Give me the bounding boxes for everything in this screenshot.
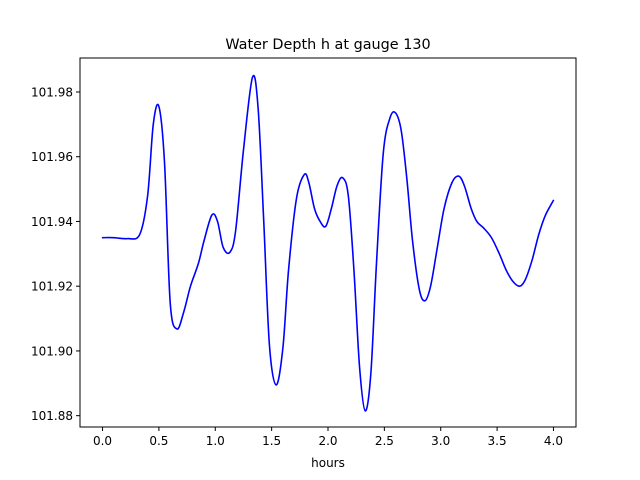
y-tick-label: 101.94 <box>31 215 73 229</box>
y-tick-label: 101.88 <box>31 409 73 423</box>
x-axis-ticks: 0.0 0.5 1.0 1.5 2.0 2.5 3.0 3.5 4.0 <box>93 427 563 448</box>
x-axis-label: hours <box>311 456 345 470</box>
y-tick-label: 101.98 <box>31 85 73 99</box>
x-tick-label: 1.5 <box>262 434 281 448</box>
x-tick-label: 0.0 <box>93 434 112 448</box>
y-tick-label: 101.90 <box>31 344 73 358</box>
x-tick-label: 2.5 <box>375 434 394 448</box>
x-tick-label: 3.0 <box>431 434 450 448</box>
series-layer <box>101 74 555 412</box>
y-axis-ticks: 101.88 101.90 101.92 101.94 101.96 101.98 <box>31 85 80 423</box>
chart-title: Water Depth h at gauge 130 <box>225 37 430 53</box>
x-tick-label: 3.5 <box>488 434 507 448</box>
x-tick-label: 1.0 <box>206 434 225 448</box>
y-tick-label: 101.92 <box>31 280 73 294</box>
x-tick-label: 2.0 <box>318 434 337 448</box>
series-line-0 <box>101 74 555 412</box>
x-tick-label: 0.5 <box>149 434 168 448</box>
x-tick-label: 4.0 <box>544 434 563 448</box>
y-tick-label: 101.96 <box>31 150 73 164</box>
